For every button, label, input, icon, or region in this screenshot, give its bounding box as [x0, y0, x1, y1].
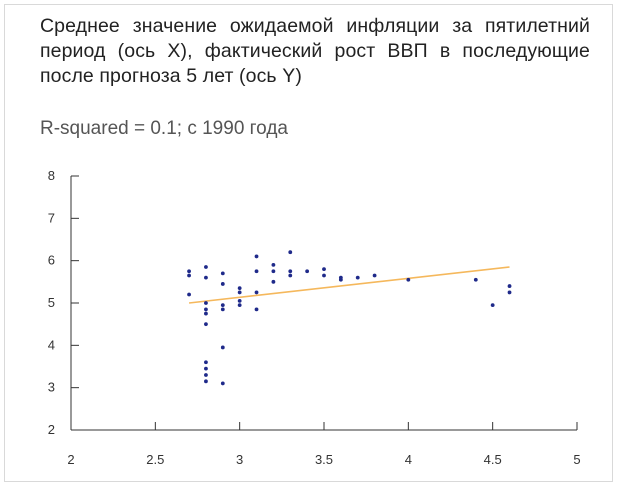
- data-point: [288, 273, 293, 278]
- trendline-layer: [188, 266, 510, 304]
- data-point: [220, 271, 225, 276]
- data-point: [220, 282, 225, 286]
- data-point: [237, 286, 242, 291]
- x-tick-label: 3.5: [315, 452, 333, 467]
- y-tick-label: 5: [48, 295, 55, 310]
- data-point: [254, 254, 259, 259]
- data-point: [220, 381, 225, 386]
- data-point: [322, 273, 326, 278]
- data-point: [355, 275, 360, 280]
- data-point: [187, 273, 191, 278]
- x-tick-label: 4.5: [484, 452, 502, 467]
- data-point: [187, 292, 191, 297]
- data-point: [220, 345, 225, 350]
- data-point: [187, 269, 191, 274]
- data-point: [204, 265, 208, 269]
- y-tick-label: 2: [48, 422, 55, 437]
- data-point: [204, 322, 208, 327]
- data-point: [254, 290, 259, 295]
- data-point: [372, 273, 377, 278]
- x-tick-label: 5: [573, 452, 580, 467]
- data-point: [305, 269, 310, 274]
- data-point: [288, 269, 293, 274]
- y-tick-label: 8: [48, 168, 55, 183]
- data-point: [338, 277, 343, 282]
- data-point: [406, 277, 411, 282]
- data-point: [204, 360, 208, 365]
- chart-subtitle: R-squared = 0.1; с 1990 года: [40, 118, 288, 139]
- y-tick-label: 3: [48, 380, 55, 395]
- data-point: [490, 303, 495, 308]
- trendline: [188, 266, 510, 304]
- data-point: [271, 269, 276, 274]
- data-point: [507, 284, 512, 288]
- data-point: [204, 307, 208, 312]
- y-tick-label: 4: [48, 337, 55, 352]
- data-point: [220, 307, 225, 312]
- data-point: [204, 366, 208, 371]
- data-point: [271, 263, 276, 267]
- x-tick-label: 3: [236, 452, 243, 467]
- data-point: [237, 298, 242, 303]
- chart-title: Среднее значение ожидаемой инфляции за п…: [40, 15, 590, 87]
- data-point: [322, 267, 326, 272]
- data-point: [237, 303, 242, 308]
- data-point: [271, 279, 276, 284]
- data-point: [237, 290, 242, 295]
- y-tick-label: 6: [48, 253, 55, 268]
- data-point: [204, 301, 208, 305]
- data-point: [220, 303, 225, 308]
- points-layer: [187, 250, 512, 386]
- data-point: [204, 379, 208, 384]
- axes: 2 3 4 5 6 7 8 2 2.5 3 3.5 4 4.5 5: [48, 168, 581, 467]
- chart-frame: [4, 4, 613, 482]
- x-tick-label: 4: [405, 452, 412, 467]
- y-tick-label: 7: [48, 210, 55, 225]
- data-point: [507, 290, 512, 295]
- x-tick-label: 2: [67, 452, 74, 467]
- data-point: [204, 311, 208, 316]
- data-point: [254, 269, 259, 274]
- data-point: [473, 277, 478, 282]
- data-point: [204, 373, 208, 377]
- data-point: [288, 250, 293, 255]
- x-tick-label: 2.5: [146, 452, 164, 467]
- data-point: [254, 307, 259, 312]
- data-point: [204, 275, 208, 280]
